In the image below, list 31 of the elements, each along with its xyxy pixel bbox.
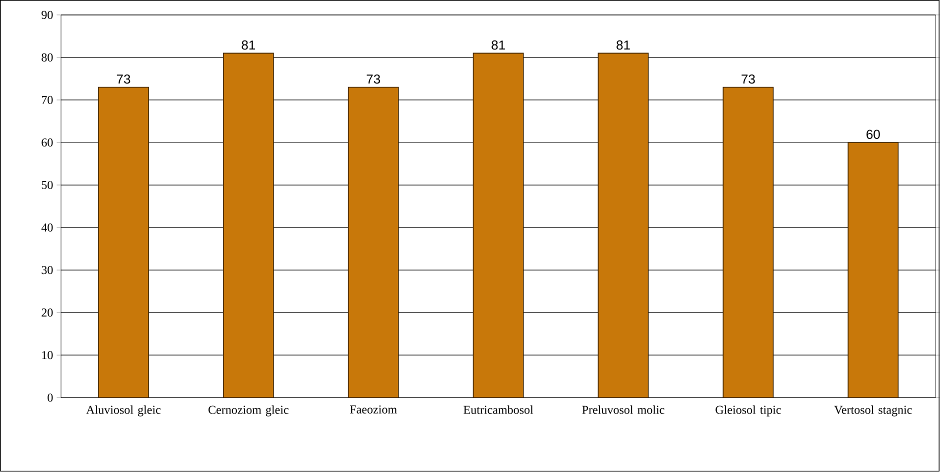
x-tick-label: Vertosol stagnic — [834, 406, 912, 417]
x-tick-label: Eutricambosol — [464, 406, 534, 414]
data-label: 81 — [242, 40, 256, 50]
y-tick-label: 70 — [42, 96, 53, 104]
data-label: 81 — [492, 40, 505, 50]
data-label: 60 — [866, 130, 880, 140]
data-label: 73 — [116, 74, 130, 84]
y-tick-label: 90 — [42, 11, 53, 20]
data-label: 73 — [742, 74, 755, 84]
data-label: 81 — [616, 40, 630, 50]
bar — [98, 86, 149, 398]
x-tick-label: Aluviosol gleic — [86, 406, 161, 417]
y-tick-label: 0 — [48, 394, 53, 402]
bar — [722, 86, 774, 398]
bar — [472, 52, 524, 398]
y-tick-label: 20 — [42, 308, 53, 317]
y-tick-label: 40 — [41, 224, 53, 232]
x-tick-label: Preluvosol molic — [582, 406, 664, 414]
x-tick-label: Faeoziom — [350, 406, 397, 414]
y-tick-label: 80 — [42, 54, 53, 62]
y-tick-label: 10 — [42, 351, 53, 360]
bar — [598, 52, 649, 398]
x-tick-label: Gleiosol tipic — [716, 406, 781, 417]
y-tick-label: 30 — [42, 266, 53, 274]
y-tick-label: 60 — [42, 138, 53, 147]
y-tick-label: 50 — [42, 181, 53, 190]
bar — [222, 52, 274, 398]
bar — [348, 86, 399, 398]
x-tick-label: Cernoziom gleic — [208, 406, 288, 417]
data-label: 73 — [366, 74, 380, 84]
bar — [848, 142, 899, 398]
